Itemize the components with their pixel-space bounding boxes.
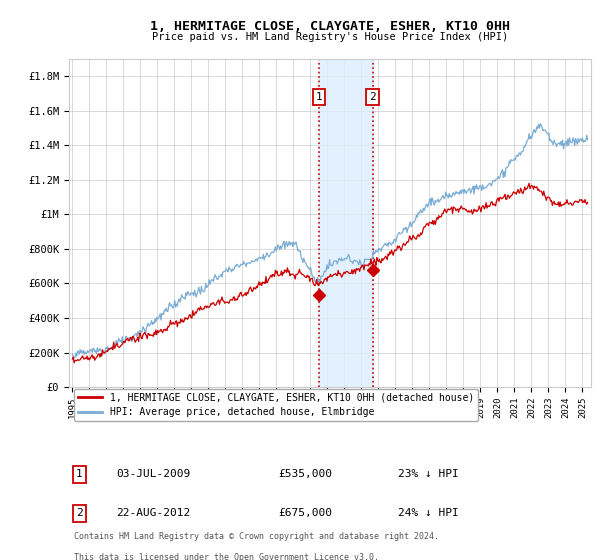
- Text: 03-JUL-2009: 03-JUL-2009: [116, 469, 190, 479]
- Text: 22-AUG-2012: 22-AUG-2012: [116, 508, 190, 518]
- Text: 23% ↓ HPI: 23% ↓ HPI: [398, 469, 458, 479]
- Text: 1, HERMITAGE CLOSE, CLAYGATE, ESHER, KT10 0HH: 1, HERMITAGE CLOSE, CLAYGATE, ESHER, KT1…: [150, 20, 510, 32]
- Bar: [319, 59, 373, 387]
- Text: £535,000: £535,000: [278, 469, 332, 479]
- Text: Price paid vs. HM Land Registry's House Price Index (HPI): Price paid vs. HM Land Registry's House …: [152, 32, 508, 42]
- Text: Contains HM Land Registry data © Crown copyright and database right 2024.: Contains HM Land Registry data © Crown c…: [74, 531, 439, 541]
- Text: £675,000: £675,000: [278, 508, 332, 518]
- Text: 24% ↓ HPI: 24% ↓ HPI: [398, 508, 458, 518]
- Text: 2: 2: [76, 508, 83, 518]
- Text: 1: 1: [76, 469, 83, 479]
- Text: 1: 1: [316, 92, 322, 102]
- Legend: 1, HERMITAGE CLOSE, CLAYGATE, ESHER, KT10 0HH (detached house), HPI: Average pri: 1, HERMITAGE CLOSE, CLAYGATE, ESHER, KT1…: [74, 389, 478, 421]
- Text: This data is licensed under the Open Government Licence v3.0.: This data is licensed under the Open Gov…: [74, 553, 379, 560]
- Text: 2: 2: [369, 92, 376, 102]
